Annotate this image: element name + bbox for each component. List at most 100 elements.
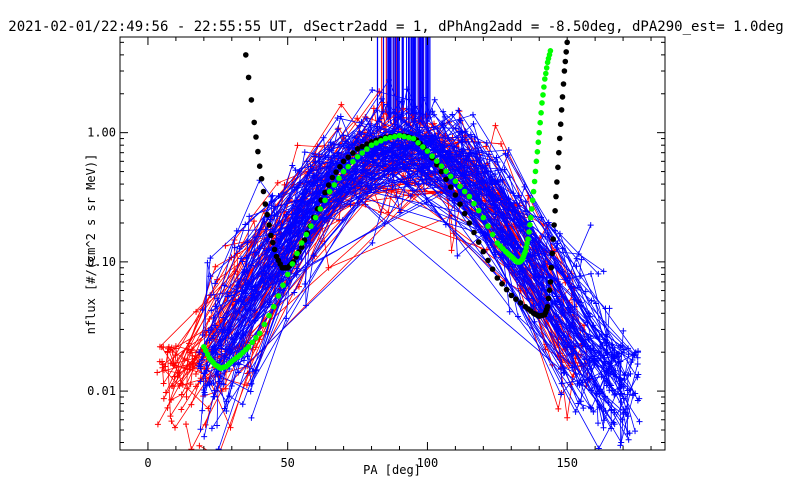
series-0-point (564, 414, 571, 421)
series-2-dot (340, 158, 347, 165)
series-2-dot (270, 239, 276, 246)
series-3-dot (406, 134, 412, 141)
x-tick-label: 50 (280, 456, 294, 470)
series-0-point (184, 385, 191, 392)
series-1-point (604, 349, 611, 356)
series-3-dot (533, 158, 540, 165)
series-3-curve (201, 48, 554, 372)
series-0-point (168, 344, 175, 351)
series-1-point (304, 178, 311, 185)
series-1-point (489, 181, 496, 188)
series-1-point (636, 418, 643, 425)
series-1-point (243, 254, 250, 261)
series-1-point (423, 199, 430, 206)
series-1-point (384, 101, 391, 108)
series-2-dot (563, 49, 569, 55)
series-1-point (545, 316, 552, 323)
series-1-point (342, 138, 349, 145)
series-1-trace (249, 112, 639, 411)
series-1-point (308, 181, 315, 188)
series-3-dot (532, 168, 539, 175)
series-1-point (369, 239, 376, 246)
series-1-point (363, 115, 370, 122)
series-2-dot (248, 97, 255, 103)
series-0-point (191, 355, 198, 362)
series-1-point (608, 341, 615, 348)
series-1-point (625, 436, 632, 443)
series-3-dot (312, 214, 319, 221)
series-2-dot (508, 292, 515, 299)
series-1-point (280, 251, 287, 258)
series-1-trace (238, 96, 566, 373)
series-1-point (196, 349, 203, 356)
series-0-point (196, 442, 203, 449)
series-3-dot (280, 282, 286, 289)
series-3-dot (535, 139, 542, 145)
series-1-point (210, 379, 217, 386)
series-1-point (607, 381, 614, 388)
series-1-point (505, 195, 512, 202)
series-3-dot (396, 132, 403, 139)
series-1-point (609, 387, 616, 394)
series-1-point (265, 238, 272, 245)
series-1-point (390, 139, 397, 146)
series-1-point (554, 258, 561, 265)
series-1-point (494, 158, 501, 165)
series-1-point (224, 346, 231, 353)
series-0-point (170, 362, 177, 369)
series-1-point (379, 95, 386, 102)
series-3-dot (261, 321, 268, 328)
series-3-dot (245, 344, 252, 350)
series-1-point (369, 87, 376, 94)
series-0-point (251, 218, 258, 225)
series-2-dot (260, 188, 267, 195)
series-1-point (595, 270, 602, 277)
series-0-point (169, 349, 176, 356)
series-1-point (208, 425, 215, 432)
series-1-point (264, 275, 271, 282)
series-2-dot (556, 135, 563, 142)
series-3-dot (525, 236, 531, 242)
series-1-point (208, 349, 215, 356)
series-1-point (243, 239, 250, 246)
series-1-point (237, 255, 244, 262)
series-0-point (162, 389, 169, 396)
series-1-point (421, 161, 428, 168)
series-1-point (580, 405, 587, 412)
series-3-dot (289, 261, 296, 267)
series-1-point (595, 420, 602, 427)
series-2-dot (503, 286, 510, 293)
series-3-dot (526, 229, 532, 235)
series-1-point (489, 173, 496, 180)
series-0-point (183, 393, 190, 400)
series-1-point (525, 295, 532, 302)
series-3-dot (543, 65, 550, 71)
series-3-dot (461, 188, 468, 195)
series-1-point (612, 367, 619, 374)
series-0-point (281, 181, 288, 188)
x-axis-label: PA [deg] (363, 463, 421, 477)
series-3-dot (387, 134, 394, 141)
series-0-point (175, 370, 182, 377)
series-0-point (193, 308, 200, 315)
series-1-point (505, 146, 512, 153)
series-1-point (318, 160, 325, 167)
series-1-point (310, 153, 317, 160)
series-1-point (576, 382, 583, 389)
series-3-dot (345, 163, 352, 170)
series-2-dot (552, 208, 558, 214)
series-3-dot (471, 200, 477, 207)
series-1-point (569, 322, 576, 329)
series-3-dot (540, 92, 546, 98)
series-2-dot (359, 143, 366, 150)
series-2-dot (557, 121, 564, 127)
series-0-point (167, 413, 174, 420)
series-1-point (623, 405, 630, 412)
series-2-dot (549, 250, 556, 257)
series-2-dot (560, 81, 567, 87)
series-3-dot (528, 214, 534, 221)
series-1-point (247, 388, 254, 395)
series-1-point (244, 353, 251, 360)
series-3-dot (392, 133, 398, 140)
